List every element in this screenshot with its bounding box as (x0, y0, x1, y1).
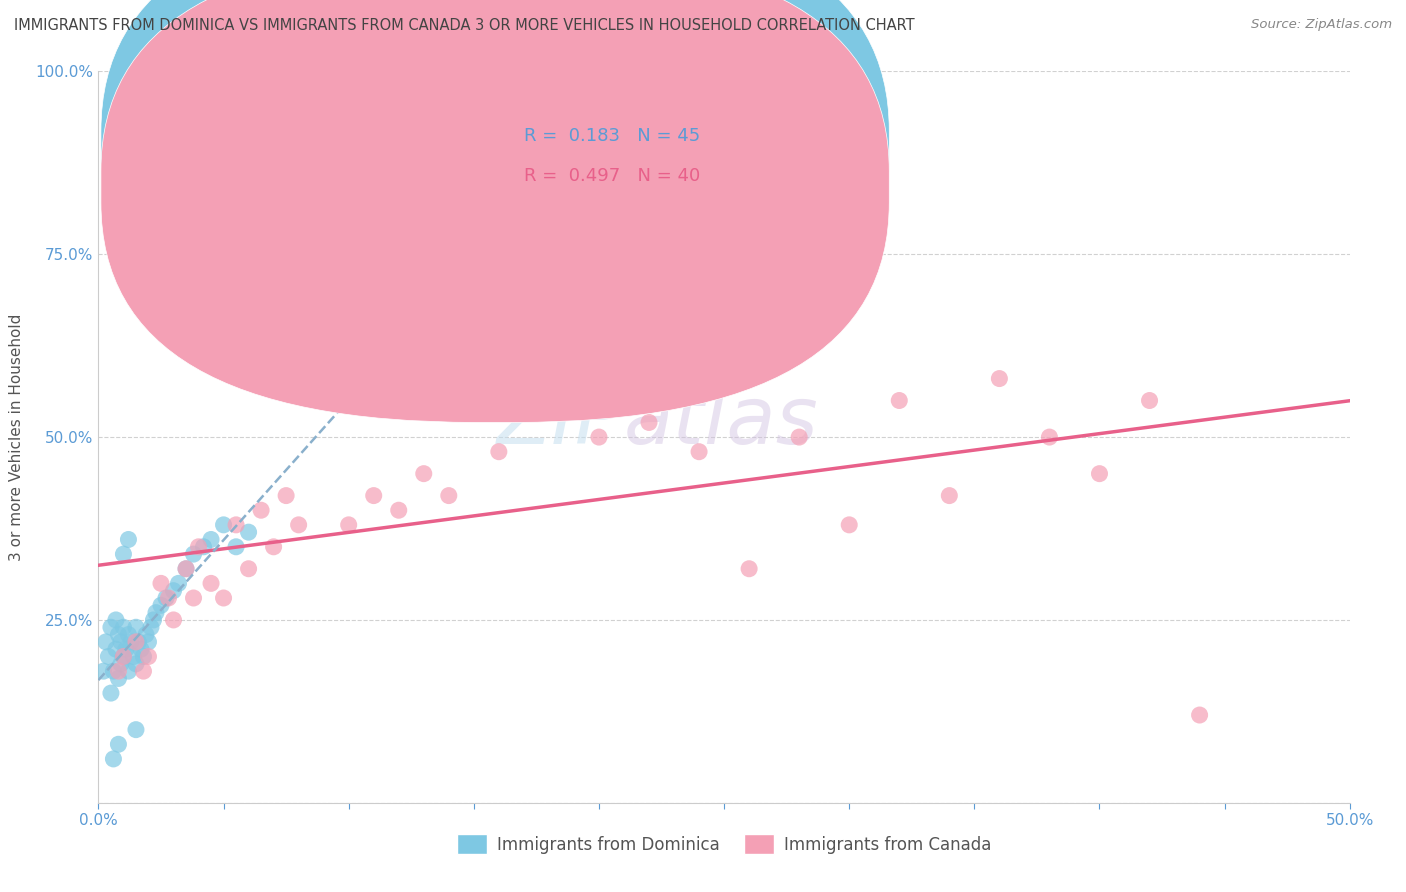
Point (488, 444, 510, 458)
Point (1188, 708, 1211, 723)
Point (150, 576, 173, 591)
Point (94, 635, 117, 649)
Point (125, 620, 148, 634)
Point (112, 649, 135, 664)
Point (125, 635, 148, 649)
Point (212, 591, 235, 605)
Y-axis label: 3 or more Vehicles in Household: 3 or more Vehicles in Household (10, 313, 24, 561)
Point (122, 649, 145, 664)
Point (787, 430, 810, 444)
Point (104, 613, 127, 627)
Point (238, 525, 260, 540)
Point (193, 540, 215, 554)
Point (183, 591, 205, 605)
FancyBboxPatch shape (101, 0, 889, 423)
Point (337, 517, 360, 532)
Point (183, 547, 205, 561)
Point (103, 752, 125, 766)
Point (738, 562, 761, 576)
Point (250, 503, 273, 517)
FancyBboxPatch shape (461, 112, 875, 218)
Point (412, 467, 434, 481)
Point (238, 562, 260, 576)
Point (200, 576, 222, 591)
Text: R =  0.183   N = 45: R = 0.183 N = 45 (524, 127, 700, 145)
Point (100, 686, 122, 700)
Point (537, 225, 560, 239)
Point (132, 664, 155, 678)
Point (129, 642, 152, 657)
Point (132, 649, 155, 664)
Point (135, 627, 157, 641)
Point (688, 444, 710, 458)
Point (100, 620, 122, 634)
Point (200, 533, 222, 547)
Point (437, 489, 460, 503)
Text: R =  0.497   N = 40: R = 0.497 N = 40 (524, 167, 700, 185)
Point (117, 627, 139, 641)
Point (110, 657, 132, 671)
Point (117, 533, 139, 547)
Point (225, 540, 247, 554)
Point (138, 649, 160, 664)
Point (155, 591, 177, 605)
Point (112, 649, 135, 664)
Point (174, 562, 197, 576)
Point (115, 642, 138, 657)
Point (107, 672, 129, 686)
Point (157, 591, 180, 605)
Point (225, 517, 247, 532)
Point (838, 517, 860, 532)
Point (120, 635, 142, 649)
Point (125, 723, 148, 737)
Point (1038, 430, 1060, 444)
Point (125, 657, 148, 671)
Point (162, 613, 184, 627)
Point (588, 430, 610, 444)
Text: IMMIGRANTS FROM DOMINICA VS IMMIGRANTS FROM CANADA 3 OR MORE VEHICLES IN HOUSEHO: IMMIGRANTS FROM DOMINICA VS IMMIGRANTS F… (14, 18, 915, 33)
Point (312, 152, 335, 166)
Point (287, 517, 309, 532)
Text: Source: ZipAtlas.com: Source: ZipAtlas.com (1251, 18, 1392, 31)
Point (988, 371, 1011, 385)
Point (93, 664, 115, 678)
Point (889, 393, 911, 408)
Point (104, 642, 127, 657)
Point (212, 517, 235, 532)
Point (274, 489, 298, 503)
Point (1139, 393, 1161, 408)
Point (388, 503, 411, 517)
Point (97, 649, 120, 664)
Text: ZIP: ZIP (496, 384, 624, 461)
Point (138, 635, 160, 649)
Point (187, 540, 209, 554)
Point (110, 635, 132, 649)
Point (162, 583, 184, 598)
Point (112, 620, 135, 634)
Point (150, 599, 173, 613)
Text: atlas: atlas (624, 384, 818, 461)
FancyBboxPatch shape (101, 0, 889, 383)
Point (107, 664, 129, 678)
Point (1088, 467, 1111, 481)
Legend: Immigrants from Dominica, Immigrants from Canada: Immigrants from Dominica, Immigrants fro… (450, 828, 998, 860)
Point (174, 562, 197, 576)
Point (142, 613, 165, 627)
Point (263, 540, 285, 554)
Point (638, 416, 661, 430)
Point (117, 664, 139, 678)
Point (145, 606, 167, 620)
Point (103, 664, 125, 678)
Point (112, 547, 135, 561)
Point (139, 620, 162, 634)
Point (167, 576, 190, 591)
Point (107, 737, 129, 751)
Point (363, 489, 385, 503)
Point (107, 627, 129, 641)
Point (938, 489, 960, 503)
Point (127, 635, 149, 649)
